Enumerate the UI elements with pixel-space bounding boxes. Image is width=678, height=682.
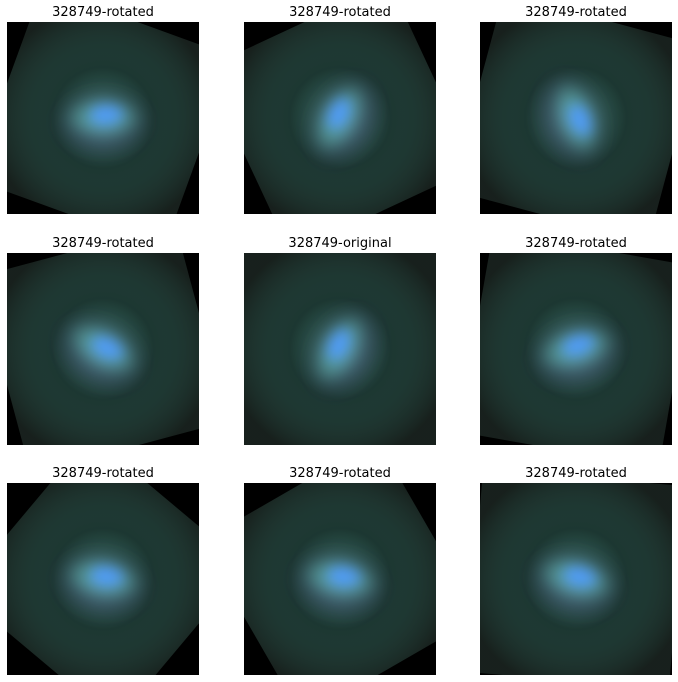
galaxy-image-6 — [480, 253, 672, 445]
panel-title-9: 328749-rotated — [525, 466, 627, 481]
panel-title-1: 328749-rotated — [52, 5, 154, 20]
galaxy-image-1 — [7, 22, 199, 214]
panel-title-8: 328749-rotated — [289, 466, 391, 481]
panel-title-7: 328749-rotated — [52, 466, 154, 481]
galaxy-image-7 — [7, 483, 199, 675]
galaxy-image-9 — [480, 483, 672, 675]
panel-title-2: 328749-rotated — [289, 5, 391, 20]
panel-title-3: 328749-rotated — [525, 5, 627, 20]
galaxy-image-3 — [480, 22, 672, 214]
panel-title-6: 328749-rotated — [525, 236, 627, 251]
panel-title-5: 328749-original — [288, 236, 392, 251]
galaxy-image-8 — [244, 483, 436, 675]
galaxy-image-2 — [244, 22, 436, 214]
panel-title-4: 328749-rotated — [52, 236, 154, 251]
galaxy-image-4 — [7, 253, 199, 445]
galaxy-image-5 — [244, 253, 436, 445]
